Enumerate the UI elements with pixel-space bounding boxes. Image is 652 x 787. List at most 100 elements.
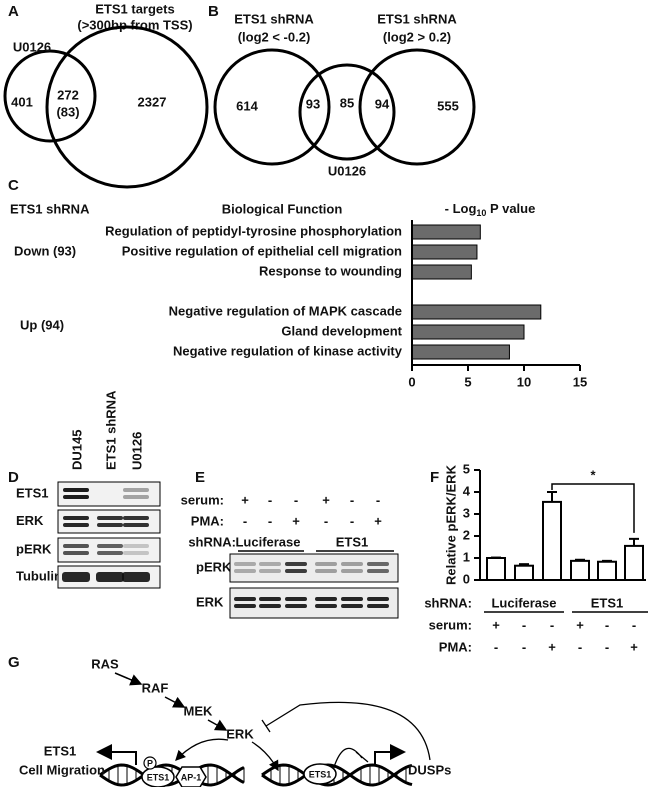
row-label: pERK <box>16 541 52 556</box>
condition-label: serum: <box>181 492 224 507</box>
pathway-node: ERK <box>226 726 254 741</box>
group-label: Up (94) <box>20 317 64 332</box>
category-label: Negative regulation of kinase activity <box>173 343 403 358</box>
blot-box <box>57 481 161 507</box>
x-axis-label-part: - Log <box>445 201 477 216</box>
condition-sign: - <box>268 492 272 507</box>
row-label: pERK <box>196 559 232 574</box>
inhibit-arc <box>261 701 431 761</box>
panel-letter: A <box>8 3 19 20</box>
blot-band <box>259 604 281 608</box>
venn-title: (log2 < -0.2) <box>238 29 311 44</box>
category-label: Positive regulation of epithelial cell m… <box>122 243 402 258</box>
x-tick-label: 0 <box>408 374 415 389</box>
row-label: ETS1 <box>16 485 49 500</box>
x-axis-label: - Log10 P value <box>445 201 536 218</box>
condition-sign: - <box>350 492 354 507</box>
pathway-node: RAF <box>142 680 169 695</box>
blot-band <box>63 523 89 527</box>
blot-band <box>234 604 256 608</box>
venn-count: 2327 <box>138 94 167 109</box>
bar <box>542 500 562 581</box>
venn-label: U0126 <box>328 163 366 178</box>
blot-band <box>63 551 89 555</box>
inhibit-arc <box>333 747 369 768</box>
x-axis-label-part: P value <box>486 201 535 216</box>
lane-label: U0126 <box>129 432 144 470</box>
blot-band <box>63 495 89 499</box>
blot-band <box>367 604 389 608</box>
promoter-arrow <box>96 744 137 765</box>
condition-sign: - <box>632 617 636 632</box>
pathway-arrow <box>114 672 143 686</box>
condition-label: PMA: <box>439 639 472 654</box>
phospho-label: P <box>147 758 153 768</box>
condition-sign: - <box>605 639 609 654</box>
condition-label: shRNA: <box>188 534 236 549</box>
venn-label: U0126 <box>13 39 51 54</box>
blot-band <box>285 569 307 573</box>
group-label: ETS1 <box>591 595 624 610</box>
blot-band <box>97 544 123 548</box>
blot-band <box>63 488 89 492</box>
venn-circle <box>45 25 209 189</box>
blot-box <box>229 553 399 583</box>
blot-box <box>229 587 399 619</box>
venn-title: ETS1 targets <box>95 1 174 16</box>
bar <box>411 304 542 320</box>
blot-band <box>341 569 363 573</box>
bar <box>411 244 478 260</box>
condition-sign: - <box>522 617 526 632</box>
condition-sign: - <box>376 492 380 507</box>
lane-label: ETS1 shRNA <box>103 390 118 470</box>
condition-sign: - <box>605 617 609 632</box>
blot-box <box>57 509 161 534</box>
gene-label: DUSPs <box>408 762 451 777</box>
condition-sign: - <box>243 513 247 528</box>
x-tick-label: 5 <box>464 374 471 389</box>
condition-sign: - <box>324 513 328 528</box>
blot-band <box>259 562 281 566</box>
group-label: ETS1 <box>336 534 369 549</box>
blot-box <box>57 537 161 563</box>
y-tick-label: 4 <box>463 483 471 498</box>
bar <box>411 324 525 340</box>
x-tick-label: 10 <box>517 374 531 389</box>
blot-band <box>234 569 256 573</box>
pathway-arrow <box>207 719 228 731</box>
condition-sign: + <box>492 617 500 632</box>
blot-band <box>341 597 363 601</box>
y-tick-label: 3 <box>463 505 470 520</box>
blot-band <box>97 516 123 520</box>
factor-label: ETS1 <box>147 772 170 782</box>
blot-band <box>367 569 389 573</box>
condition-sign: - <box>494 639 498 654</box>
venn-circle <box>358 48 476 166</box>
y-tick-label: 2 <box>463 527 470 542</box>
blot-band <box>63 516 89 520</box>
row-label: ERK <box>16 513 44 528</box>
pathway-arrow <box>251 741 279 772</box>
dna-strand <box>261 763 413 787</box>
venn-count: 94 <box>375 96 390 111</box>
condition-sign: - <box>294 492 298 507</box>
column-header: Biological Function <box>222 201 343 216</box>
factor-label: AP-1 <box>181 772 202 782</box>
venn-circle <box>298 63 396 161</box>
condition-sign: - <box>350 513 354 528</box>
blot-band <box>97 523 123 527</box>
factor-shape <box>141 766 175 787</box>
row-label: ERK <box>196 594 224 609</box>
venn-count: (83) <box>56 104 79 119</box>
blot-band <box>367 597 389 601</box>
venn-count: 614 <box>236 98 258 113</box>
venn-count: 555 <box>437 98 459 113</box>
condition-sign: + <box>241 492 249 507</box>
y-tick-label: 1 <box>463 549 470 564</box>
panel-letter: D <box>8 469 19 486</box>
venn-circle <box>3 49 97 143</box>
significance-label: * <box>590 467 596 482</box>
group-label: Down (93) <box>14 243 76 258</box>
